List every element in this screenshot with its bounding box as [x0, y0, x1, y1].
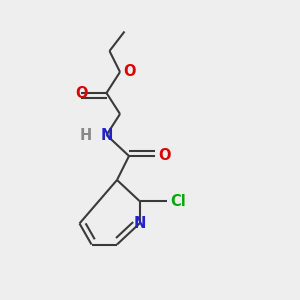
Text: N: N	[133, 216, 146, 231]
Text: N: N	[100, 128, 113, 142]
Text: O: O	[75, 85, 87, 100]
Text: H: H	[79, 128, 92, 142]
Text: O: O	[124, 64, 136, 80]
Text: Cl: Cl	[170, 194, 186, 208]
Text: O: O	[158, 148, 171, 164]
